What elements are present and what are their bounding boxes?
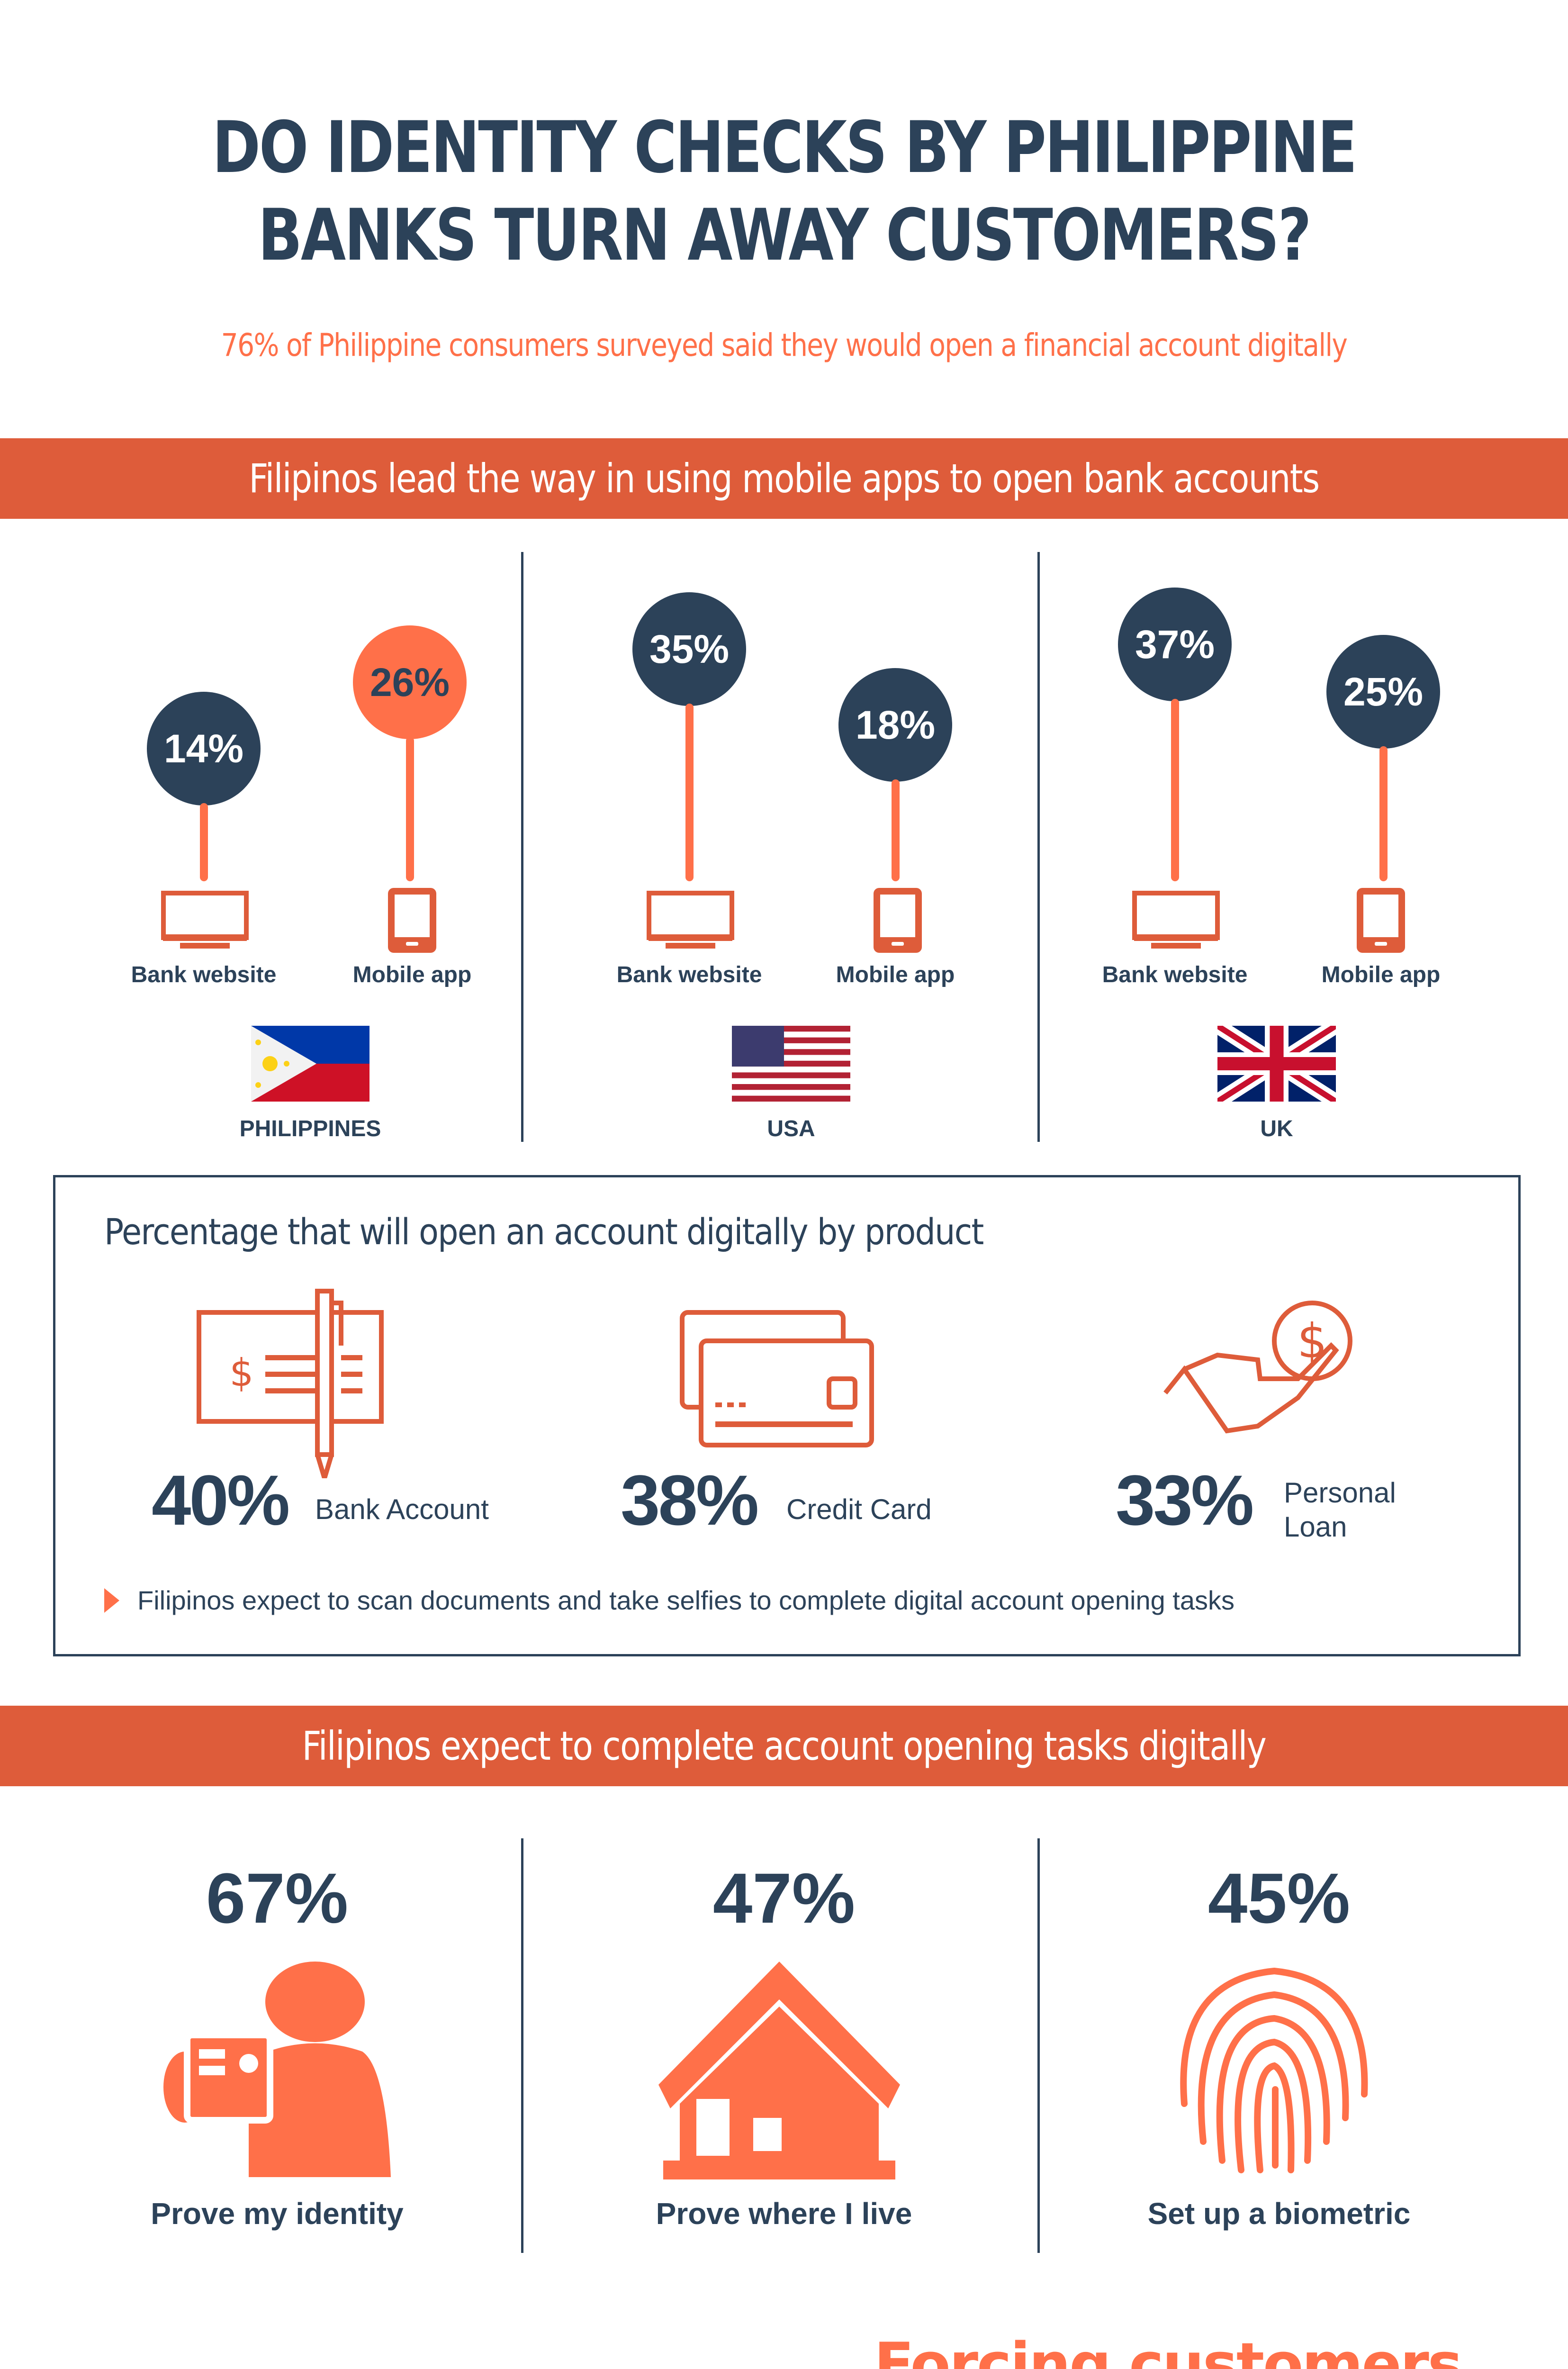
device-label: Bank website xyxy=(616,962,762,987)
product-label: Bank Account xyxy=(315,1493,489,1525)
task-label: Prove my identity xyxy=(151,2197,404,2231)
divider xyxy=(1037,552,1040,1142)
subtitle: 76% of Philippine consumers surveyed sai… xyxy=(221,327,1348,363)
product-label-line: Personal xyxy=(1284,1477,1396,1509)
device-label: Bank website xyxy=(1102,962,1248,987)
smartphone-icon xyxy=(1357,888,1405,953)
page-title: DO IDENTITY CHECKS BY PHILIPPINE BANKS T… xyxy=(141,104,1427,280)
device-label: Mobile app xyxy=(1321,962,1441,987)
divider xyxy=(521,1838,523,2253)
country-label: USA xyxy=(767,1116,815,1141)
product-label: Personal Loan xyxy=(1284,1476,1396,1544)
website-pct-bubble: 14% xyxy=(147,692,261,805)
title-line-1: DO IDENTITY CHECKS BY PHILIPPINE xyxy=(212,107,1357,189)
title-line-2: BANKS TURN AWAY CUSTOMERS? xyxy=(258,194,1312,277)
svg-text:$: $ xyxy=(1297,1313,1327,1369)
house-icon xyxy=(658,1962,900,2179)
website-pct-bubble: 37% xyxy=(1118,588,1232,701)
smartphone-icon xyxy=(874,888,922,953)
device-label: Mobile app xyxy=(352,962,472,987)
fingerprint-icon xyxy=(1180,1967,1368,2173)
triangle-bullet-icon xyxy=(104,1588,119,1613)
task-pct: 47% xyxy=(712,1858,856,1938)
country-label: UK xyxy=(1260,1116,1293,1141)
bubble-stick xyxy=(892,779,900,881)
svg-text:$: $ xyxy=(230,1351,254,1395)
app-pct-bubble: 26% xyxy=(353,625,467,739)
website-pct-bubble: 35% xyxy=(632,592,746,706)
hand-coin-icon: $ xyxy=(1163,1301,1352,1434)
monitor-icon xyxy=(1132,891,1220,949)
cheque-pen-icon: $ xyxy=(197,1289,384,1478)
divider xyxy=(1037,1838,1040,2253)
banner-text: Filipinos lead the way in using mobile a… xyxy=(249,455,1320,502)
divider xyxy=(521,552,523,1142)
philippines-flag-icon xyxy=(251,1026,369,1102)
smartphone-icon xyxy=(388,888,436,953)
banner-text: Filipinos expect to complete account ope… xyxy=(302,1723,1267,1769)
product-label: Credit Card xyxy=(786,1493,932,1525)
person-id-card-icon xyxy=(163,1962,391,2177)
section-banner-tasks: Filipinos expect to complete account ope… xyxy=(0,1706,1568,1786)
product-pct: 40% xyxy=(152,1460,290,1540)
credit-cards-icon xyxy=(680,1310,874,1447)
task-pct: 67% xyxy=(206,1858,349,1938)
product-pct: 38% xyxy=(621,1460,759,1540)
task-label: Prove where I live xyxy=(656,2197,912,2231)
bubble-stick xyxy=(685,704,694,881)
products-panel xyxy=(53,1175,1521,1656)
product-label-line: Loan xyxy=(1284,1511,1347,1543)
section-banner-mobile-apps: Filipinos lead the way in using mobile a… xyxy=(0,438,1568,519)
country-label: PHILIPPINES xyxy=(239,1116,381,1141)
uk-flag-icon xyxy=(1217,1026,1336,1102)
app-pct-bubble: 25% xyxy=(1326,635,1440,749)
bubble-stick xyxy=(200,803,208,881)
app-pct-bubble: 18% xyxy=(838,668,952,782)
task-label: Set up a biometric xyxy=(1147,2197,1411,2231)
device-label: Mobile app xyxy=(836,962,955,987)
monitor-icon xyxy=(647,891,734,949)
product-pct: 33% xyxy=(1116,1460,1254,1540)
task-pct: 45% xyxy=(1208,1858,1351,1938)
monitor-icon xyxy=(161,891,249,949)
callout-headline: Forcing customers to leave their chosen … xyxy=(874,2331,1463,2369)
bubble-stick xyxy=(406,737,414,881)
usa-flag-icon xyxy=(732,1026,850,1102)
bubble-stick xyxy=(1379,746,1388,881)
bubble-stick xyxy=(1171,699,1179,881)
products-title: Percentage that will open an account dig… xyxy=(104,1211,984,1253)
device-label: Bank website xyxy=(131,962,277,987)
products-note: Filipinos expect to scan documents and t… xyxy=(137,1585,1235,1615)
